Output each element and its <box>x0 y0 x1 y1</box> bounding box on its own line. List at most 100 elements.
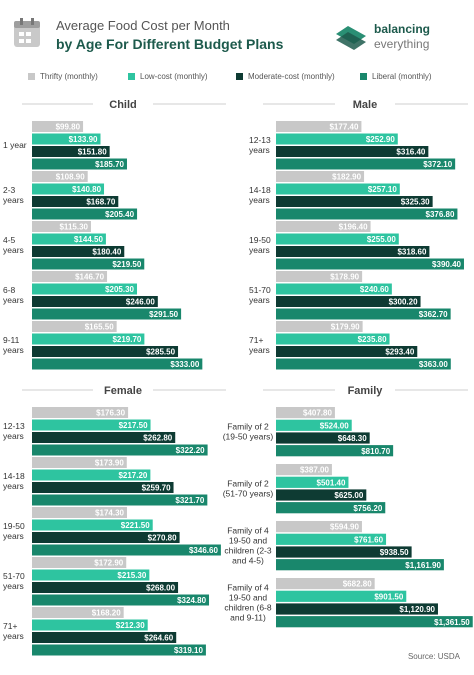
category-label: Family of 2 <box>227 478 269 488</box>
category-label: Family of 4 <box>227 525 269 535</box>
category-label: years <box>3 245 24 255</box>
bar <box>32 469 151 481</box>
bar-value-label: $257.10 <box>368 185 397 194</box>
category-label: years <box>249 345 270 355</box>
bar-value-label: $212.30 <box>116 621 145 630</box>
bar <box>32 557 127 568</box>
bar <box>276 258 464 270</box>
category-label: years <box>249 195 270 205</box>
bar <box>32 271 108 282</box>
bar <box>276 590 407 602</box>
bar-value-label: $761.60 <box>354 535 383 544</box>
bar <box>32 457 127 468</box>
category-label: 14-18 <box>3 471 25 481</box>
chart-panel-male: Male12-13years$177.40$252.90$316.40$372.… <box>249 96 468 370</box>
bar <box>32 283 138 295</box>
bar-value-label: $264.60 <box>144 634 173 643</box>
bar <box>276 208 458 220</box>
bar-value-label: $185.70 <box>95 160 124 169</box>
category-label: years <box>249 295 270 305</box>
category-label: years <box>3 195 24 205</box>
category-label: years <box>249 145 270 155</box>
bar <box>276 445 394 457</box>
category-label: years <box>3 531 24 541</box>
bar <box>32 221 91 232</box>
bar <box>32 358 203 370</box>
bar <box>32 233 106 245</box>
bar <box>32 183 105 195</box>
bar-value-label: $387.00 <box>300 466 329 475</box>
category-label: 4-5 <box>3 235 16 245</box>
bar <box>276 521 362 533</box>
panel-title: Family <box>348 385 384 397</box>
category-label: 12-13 <box>3 421 25 431</box>
bar-value-label: $219.50 <box>112 260 141 269</box>
bar <box>276 133 398 145</box>
bar-value-label: $325.30 <box>401 198 430 207</box>
bar-value-label: $180.40 <box>92 248 121 257</box>
legend-item-moderate-cost: Moderate-cost (monthly) <box>236 70 335 82</box>
bar <box>276 464 332 476</box>
bar-value-label: $221.50 <box>121 521 150 530</box>
bar-value-label: $179.90 <box>331 323 360 332</box>
panel-title: Female <box>104 385 142 397</box>
bar-value-label: $376.80 <box>426 210 455 219</box>
category-label: 19-50 <box>249 235 271 245</box>
bar-value-label: $390.40 <box>432 260 461 269</box>
bar <box>32 133 101 145</box>
bar-value-label: $316.40 <box>396 148 425 157</box>
panel-title: Child <box>109 99 137 111</box>
bar <box>32 146 110 157</box>
bar-value-label: $346.60 <box>189 546 218 555</box>
bar-value-label: $1,361.50 <box>434 618 470 627</box>
bar <box>32 346 179 357</box>
bar-value-label: $682.80 <box>343 580 372 589</box>
bar-value-label: $318.60 <box>397 248 426 257</box>
bar <box>276 146 429 157</box>
bar <box>276 296 421 307</box>
bar-value-label: $168.20 <box>92 609 121 618</box>
bar-value-label: $235.80 <box>358 335 387 344</box>
bar <box>276 308 451 320</box>
category-label: 6-8 <box>3 285 16 295</box>
legend-swatch <box>360 72 367 80</box>
category-label: 51-70 <box>249 285 271 295</box>
category-label: 71+ <box>249 335 263 345</box>
bar-value-label: $115.30 <box>59 223 88 232</box>
bar <box>276 489 367 501</box>
bar-value-label: $205.30 <box>105 285 134 294</box>
bar <box>32 594 210 606</box>
category-label: 19-50 and <box>229 592 268 602</box>
category-label: children (2-3 <box>224 545 272 555</box>
bar-value-label: $205.40 <box>105 210 134 219</box>
category-label: 19-50 and <box>229 535 268 545</box>
category-label: years <box>3 481 24 491</box>
bar <box>32 632 177 643</box>
bar <box>276 283 392 295</box>
bar <box>32 582 179 593</box>
bar <box>276 616 473 628</box>
category-label: 14-18 <box>249 185 271 195</box>
calendar-icon <box>14 18 40 47</box>
bar <box>276 246 430 257</box>
bar <box>276 233 399 245</box>
bar-value-label: $144.50 <box>74 235 103 244</box>
category-label: 1 year <box>3 140 27 150</box>
bar-value-label: $146.70 <box>75 273 104 282</box>
legend-swatch <box>28 72 35 80</box>
bar <box>32 544 221 556</box>
title-line-1: Average Food Cost per Month <box>56 18 230 33</box>
bar <box>32 494 208 506</box>
bar <box>276 358 451 370</box>
bar-value-label: $362.70 <box>419 310 448 319</box>
bar <box>32 121 84 132</box>
bar <box>276 346 418 357</box>
category-label: 2-3 <box>3 185 16 195</box>
legend: Thrifty (monthly) Low-cost (monthly) Mod… <box>24 70 464 84</box>
bar-value-label: $372.10 <box>423 160 452 169</box>
bar-value-label: $407.80 <box>303 409 332 418</box>
bar-value-label: $165.50 <box>85 323 114 332</box>
panel-title: Male <box>353 99 377 111</box>
category-label: years <box>3 431 24 441</box>
